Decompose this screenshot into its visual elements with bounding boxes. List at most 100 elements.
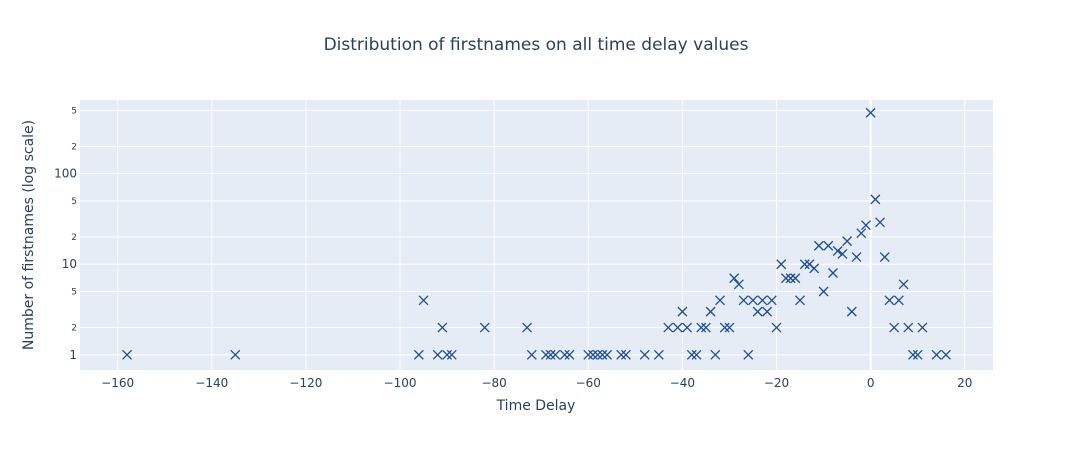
x-axis-ticks: −160 −140 −120 −100 −80 −60 −40 −20 0 20	[101, 376, 972, 390]
data-point	[898, 279, 909, 290]
data-point	[940, 349, 951, 360]
data-point	[893, 295, 904, 306]
data-point	[550, 349, 561, 360]
x-tick-label: −80	[481, 376, 506, 390]
data-point	[597, 349, 608, 360]
plot-area	[80, 100, 993, 370]
data-point	[705, 306, 716, 317]
data-point	[813, 240, 824, 251]
x-tick-label: −120	[289, 376, 322, 390]
y-minor-tick-label: 2	[71, 142, 77, 152]
data-point	[653, 349, 664, 360]
x-tick-label: −40	[670, 376, 695, 390]
data-point	[931, 349, 942, 360]
data-point	[743, 349, 754, 360]
data-point	[780, 273, 791, 284]
data-point	[545, 349, 556, 360]
chart-title: Distribution of firstnames on all time d…	[324, 35, 749, 55]
data-point	[583, 349, 594, 360]
data-point	[122, 349, 133, 360]
data-point	[437, 322, 448, 333]
data-point	[795, 295, 806, 306]
data-point	[912, 349, 923, 360]
data-point	[917, 322, 928, 333]
data-points	[122, 107, 951, 360]
data-point	[230, 349, 241, 360]
data-point	[479, 322, 490, 333]
data-point	[446, 349, 457, 360]
data-point	[799, 259, 810, 270]
data-point	[522, 322, 533, 333]
data-point	[851, 252, 862, 263]
grid-lines	[80, 100, 993, 370]
x-tick-label: −60	[576, 376, 601, 390]
data-point	[884, 295, 895, 306]
y-minor-tick-label: 2	[71, 233, 77, 243]
y-minor-tick-label: 5	[71, 106, 77, 116]
y-minor-tick-label: 5	[71, 288, 77, 298]
y-minor-tick-label: 2	[71, 324, 77, 334]
data-point	[691, 349, 702, 360]
data-point	[620, 349, 631, 360]
x-tick-label: −100	[384, 376, 417, 390]
data-point	[776, 259, 787, 270]
data-point	[616, 349, 627, 360]
data-point	[413, 349, 424, 360]
y-tick-label: 100	[54, 167, 77, 181]
data-point	[785, 273, 796, 284]
data-point	[790, 273, 801, 284]
data-point	[771, 322, 782, 333]
data-point	[889, 322, 900, 333]
data-point	[686, 349, 697, 360]
data-point	[875, 217, 886, 228]
data-point	[903, 322, 914, 333]
data-point	[870, 194, 881, 205]
data-point	[719, 322, 730, 333]
data-point	[738, 295, 749, 306]
data-point	[559, 349, 570, 360]
data-point	[696, 322, 707, 333]
data-point	[846, 306, 857, 317]
data-point	[908, 349, 918, 360]
data-point	[823, 240, 834, 251]
data-point	[442, 349, 453, 360]
data-point	[762, 306, 773, 317]
data-point	[724, 322, 735, 333]
data-point	[540, 349, 551, 360]
x-tick-label: −140	[195, 376, 228, 390]
y-axis-ticks: 1 10 100 2 5 2 5 2 5	[54, 106, 77, 362]
x-axis-title: Time Delay	[496, 398, 576, 414]
data-point	[682, 322, 693, 333]
data-point	[879, 252, 890, 263]
data-point	[564, 349, 575, 360]
data-point	[663, 322, 674, 333]
x-tick-label: −20	[764, 376, 789, 390]
x-tick-label: 0	[867, 376, 875, 390]
data-point	[526, 349, 537, 360]
data-point	[715, 295, 726, 306]
data-point	[766, 295, 777, 306]
data-point	[729, 273, 740, 284]
data-point	[757, 295, 768, 306]
data-point	[639, 349, 650, 360]
data-point	[592, 349, 603, 360]
data-point	[432, 349, 443, 360]
y-axis-title: Number of firstnames (log scale)	[21, 120, 37, 350]
y-minor-tick-label: 5	[71, 197, 77, 207]
data-point	[865, 107, 876, 118]
data-point	[809, 263, 820, 274]
data-point	[733, 279, 744, 290]
data-point	[710, 349, 721, 360]
data-point	[602, 349, 613, 360]
data-point	[842, 236, 853, 247]
data-point	[856, 228, 867, 239]
data-point	[828, 268, 838, 278]
data-point	[748, 295, 758, 306]
data-point	[672, 322, 683, 333]
data-point	[752, 306, 763, 317]
data-point	[588, 349, 598, 360]
data-point	[818, 286, 829, 297]
y-tick-label: 1	[69, 348, 77, 362]
x-tick-label: 20	[957, 376, 972, 390]
